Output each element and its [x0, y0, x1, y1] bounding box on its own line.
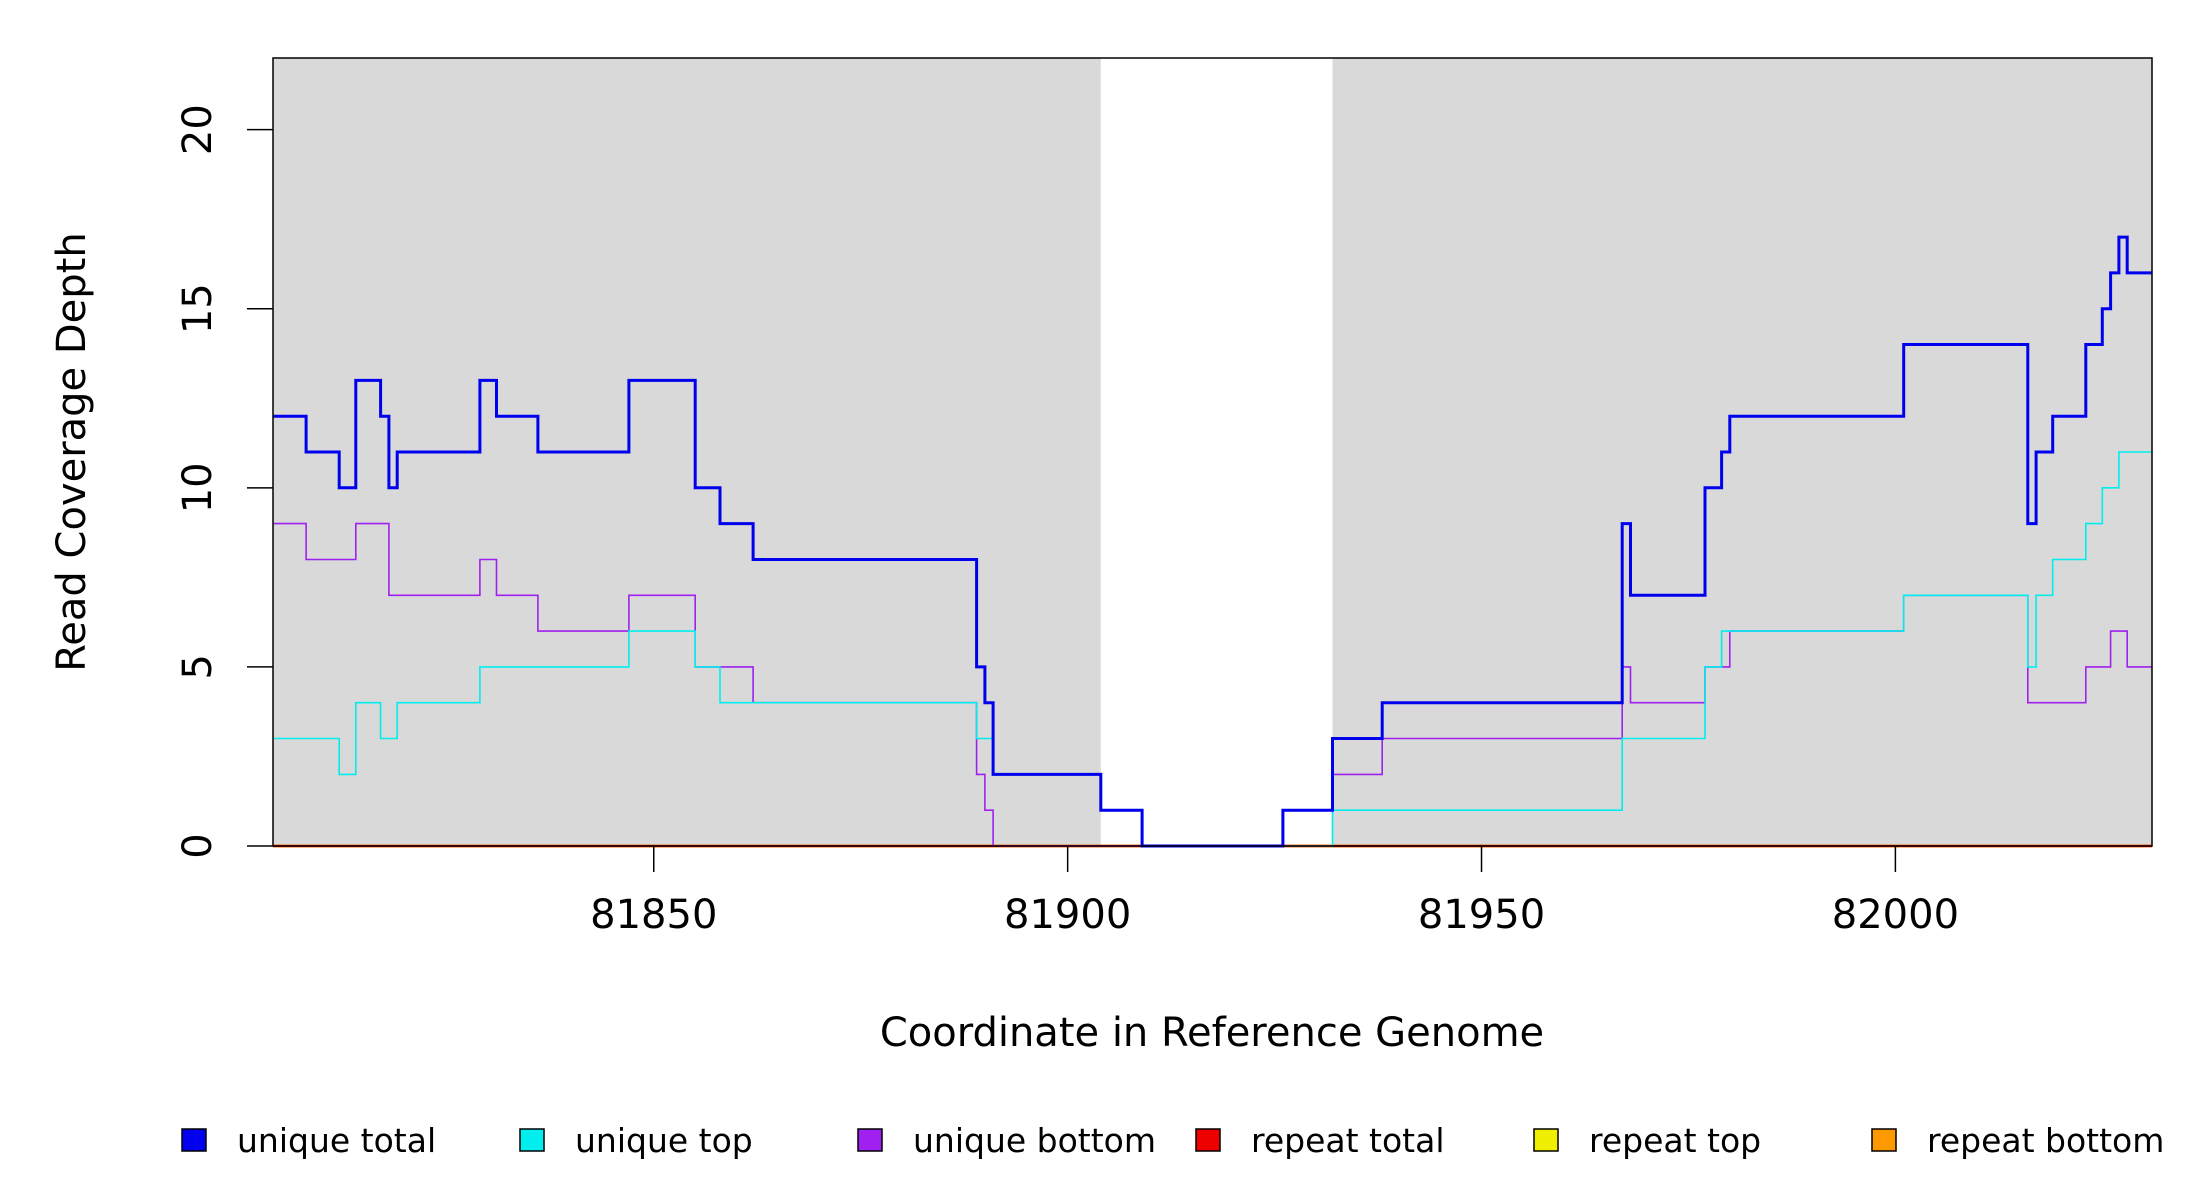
y-tick-label: 15: [175, 283, 221, 334]
legend-label-repeat-top: repeat top: [1589, 1121, 1761, 1160]
legend-swatch-unique-total: [181, 1128, 207, 1152]
x-tick-label: 82000: [1832, 892, 1959, 938]
shaded-region-right: [1332, 58, 2152, 846]
y-tick-label: 10: [175, 462, 221, 513]
legend-swatch-unique-top: [519, 1128, 545, 1152]
legend-label-repeat-bottom: repeat bottom: [1927, 1121, 2164, 1160]
legend-label-unique-top: unique top: [575, 1121, 753, 1160]
x-tick-label: 81950: [1418, 892, 1545, 938]
series-line-unique-total: [273, 235, 2152, 848]
x-tick-label: 81900: [1004, 892, 1131, 938]
legend-label-unique-bottom: unique bottom: [913, 1121, 1156, 1160]
legend-swatch-repeat-total: [1195, 1128, 1221, 1152]
y-tick-label: 20: [175, 104, 221, 155]
legend-label-repeat-total: repeat total: [1251, 1121, 1445, 1160]
y-tick-label: 5: [175, 654, 221, 679]
x-axis-title: Coordinate in Reference Genome: [880, 1010, 1544, 1056]
plot-frame: [272, 57, 2153, 847]
y-tick-label: 0: [175, 833, 221, 858]
legend-swatch-repeat-top: [1533, 1128, 1559, 1152]
x-tick-label: 81850: [590, 892, 717, 938]
legend-swatch-repeat-bottom: [1871, 1128, 1897, 1152]
legend-swatch-unique-bottom: [857, 1128, 883, 1152]
legend-label-unique-total: unique total: [237, 1121, 436, 1160]
legend: unique total unique top unique bottom repea…: [181, 1121, 2164, 1160]
y-axis-title: Read Coverage Depth: [49, 232, 95, 671]
